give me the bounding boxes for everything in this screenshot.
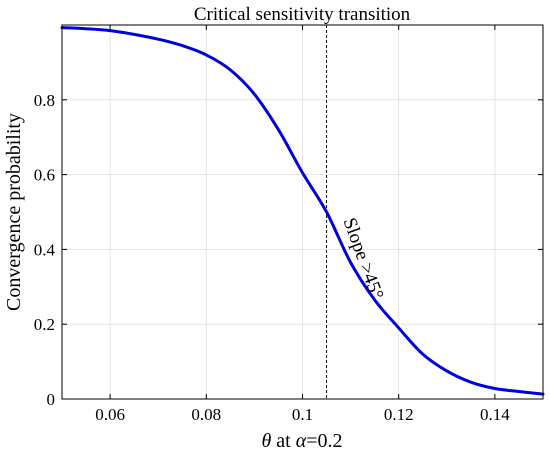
x-tick-label: 0.06 [95,405,125,424]
y-axis-ticks: 0 0.2 0.4 0.6 0.8 [34,91,543,409]
chart-title: Critical sensitivity transition [194,4,411,25]
x-axis-label-alpha: α [296,430,307,452]
series-line [60,26,545,396]
y-gridlines [62,99,543,325]
y-tick-label: 0.8 [34,91,55,110]
x-tick-label: 0.08 [191,405,221,424]
x-tick-label: 0.14 [480,405,510,424]
y-tick-label: 0.2 [34,315,55,334]
y-tick-label: 0.4 [34,240,56,259]
x-axis-ticks: 0.06 0.08 0.1 0.12 0.14 [95,25,510,424]
x-tick-label: 0.12 [384,405,414,424]
y-tick-label: 0.6 [34,166,55,185]
x-tick-label: 0.1 [292,405,313,424]
x-axis-label-value: =0.2 [306,430,342,452]
x-axis-label: θ at α=0.2 [261,430,342,452]
x-axis-label-theta: θ [261,430,271,452]
y-axis-label: Convergence probability [3,113,25,311]
x-gridlines [109,25,496,399]
x-axis-label-middle: at [271,430,295,452]
y-tick-label: 0 [47,390,56,409]
series-layer [60,26,545,396]
